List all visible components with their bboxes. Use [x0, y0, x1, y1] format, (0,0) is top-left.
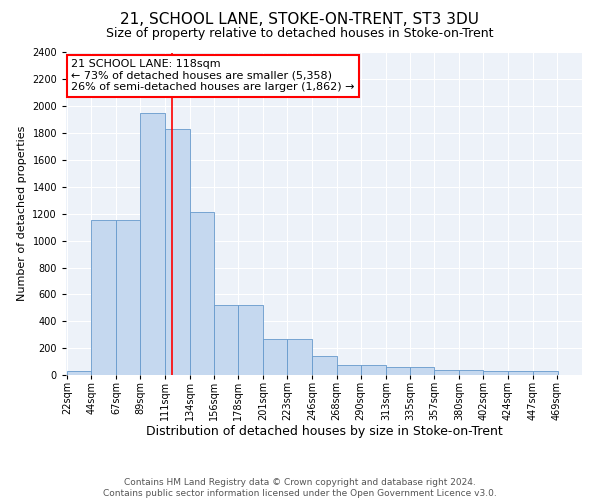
Bar — [116, 220, 140, 375]
Text: 21, SCHOOL LANE, STOKE-ON-TRENT, ST3 3DU: 21, SCHOOL LANE, STOKE-ON-TRENT, ST3 3DU — [121, 12, 479, 28]
Bar — [434, 370, 459, 375]
Text: Contains HM Land Registry data © Crown copyright and database right 2024.
Contai: Contains HM Land Registry data © Crown c… — [103, 478, 497, 498]
Bar — [410, 367, 434, 375]
X-axis label: Distribution of detached houses by size in Stoke-on-Trent: Distribution of detached houses by size … — [146, 426, 502, 438]
Bar — [67, 371, 91, 375]
Bar — [263, 338, 287, 375]
Bar — [386, 367, 410, 375]
Bar — [164, 129, 190, 375]
Bar — [140, 113, 164, 375]
Bar — [337, 365, 361, 375]
Bar — [190, 212, 214, 375]
Y-axis label: Number of detached properties: Number of detached properties — [17, 126, 26, 302]
Bar — [484, 371, 508, 375]
Bar — [459, 370, 484, 375]
Bar — [313, 356, 337, 375]
Bar — [214, 305, 238, 375]
Text: Size of property relative to detached houses in Stoke-on-Trent: Size of property relative to detached ho… — [106, 28, 494, 40]
Text: 21 SCHOOL LANE: 118sqm
← 73% of detached houses are smaller (5,358)
26% of semi-: 21 SCHOOL LANE: 118sqm ← 73% of detached… — [71, 59, 355, 92]
Bar — [533, 371, 558, 375]
Bar — [508, 371, 533, 375]
Bar — [287, 338, 313, 375]
Bar — [361, 365, 386, 375]
Bar — [238, 305, 263, 375]
Bar — [91, 220, 116, 375]
